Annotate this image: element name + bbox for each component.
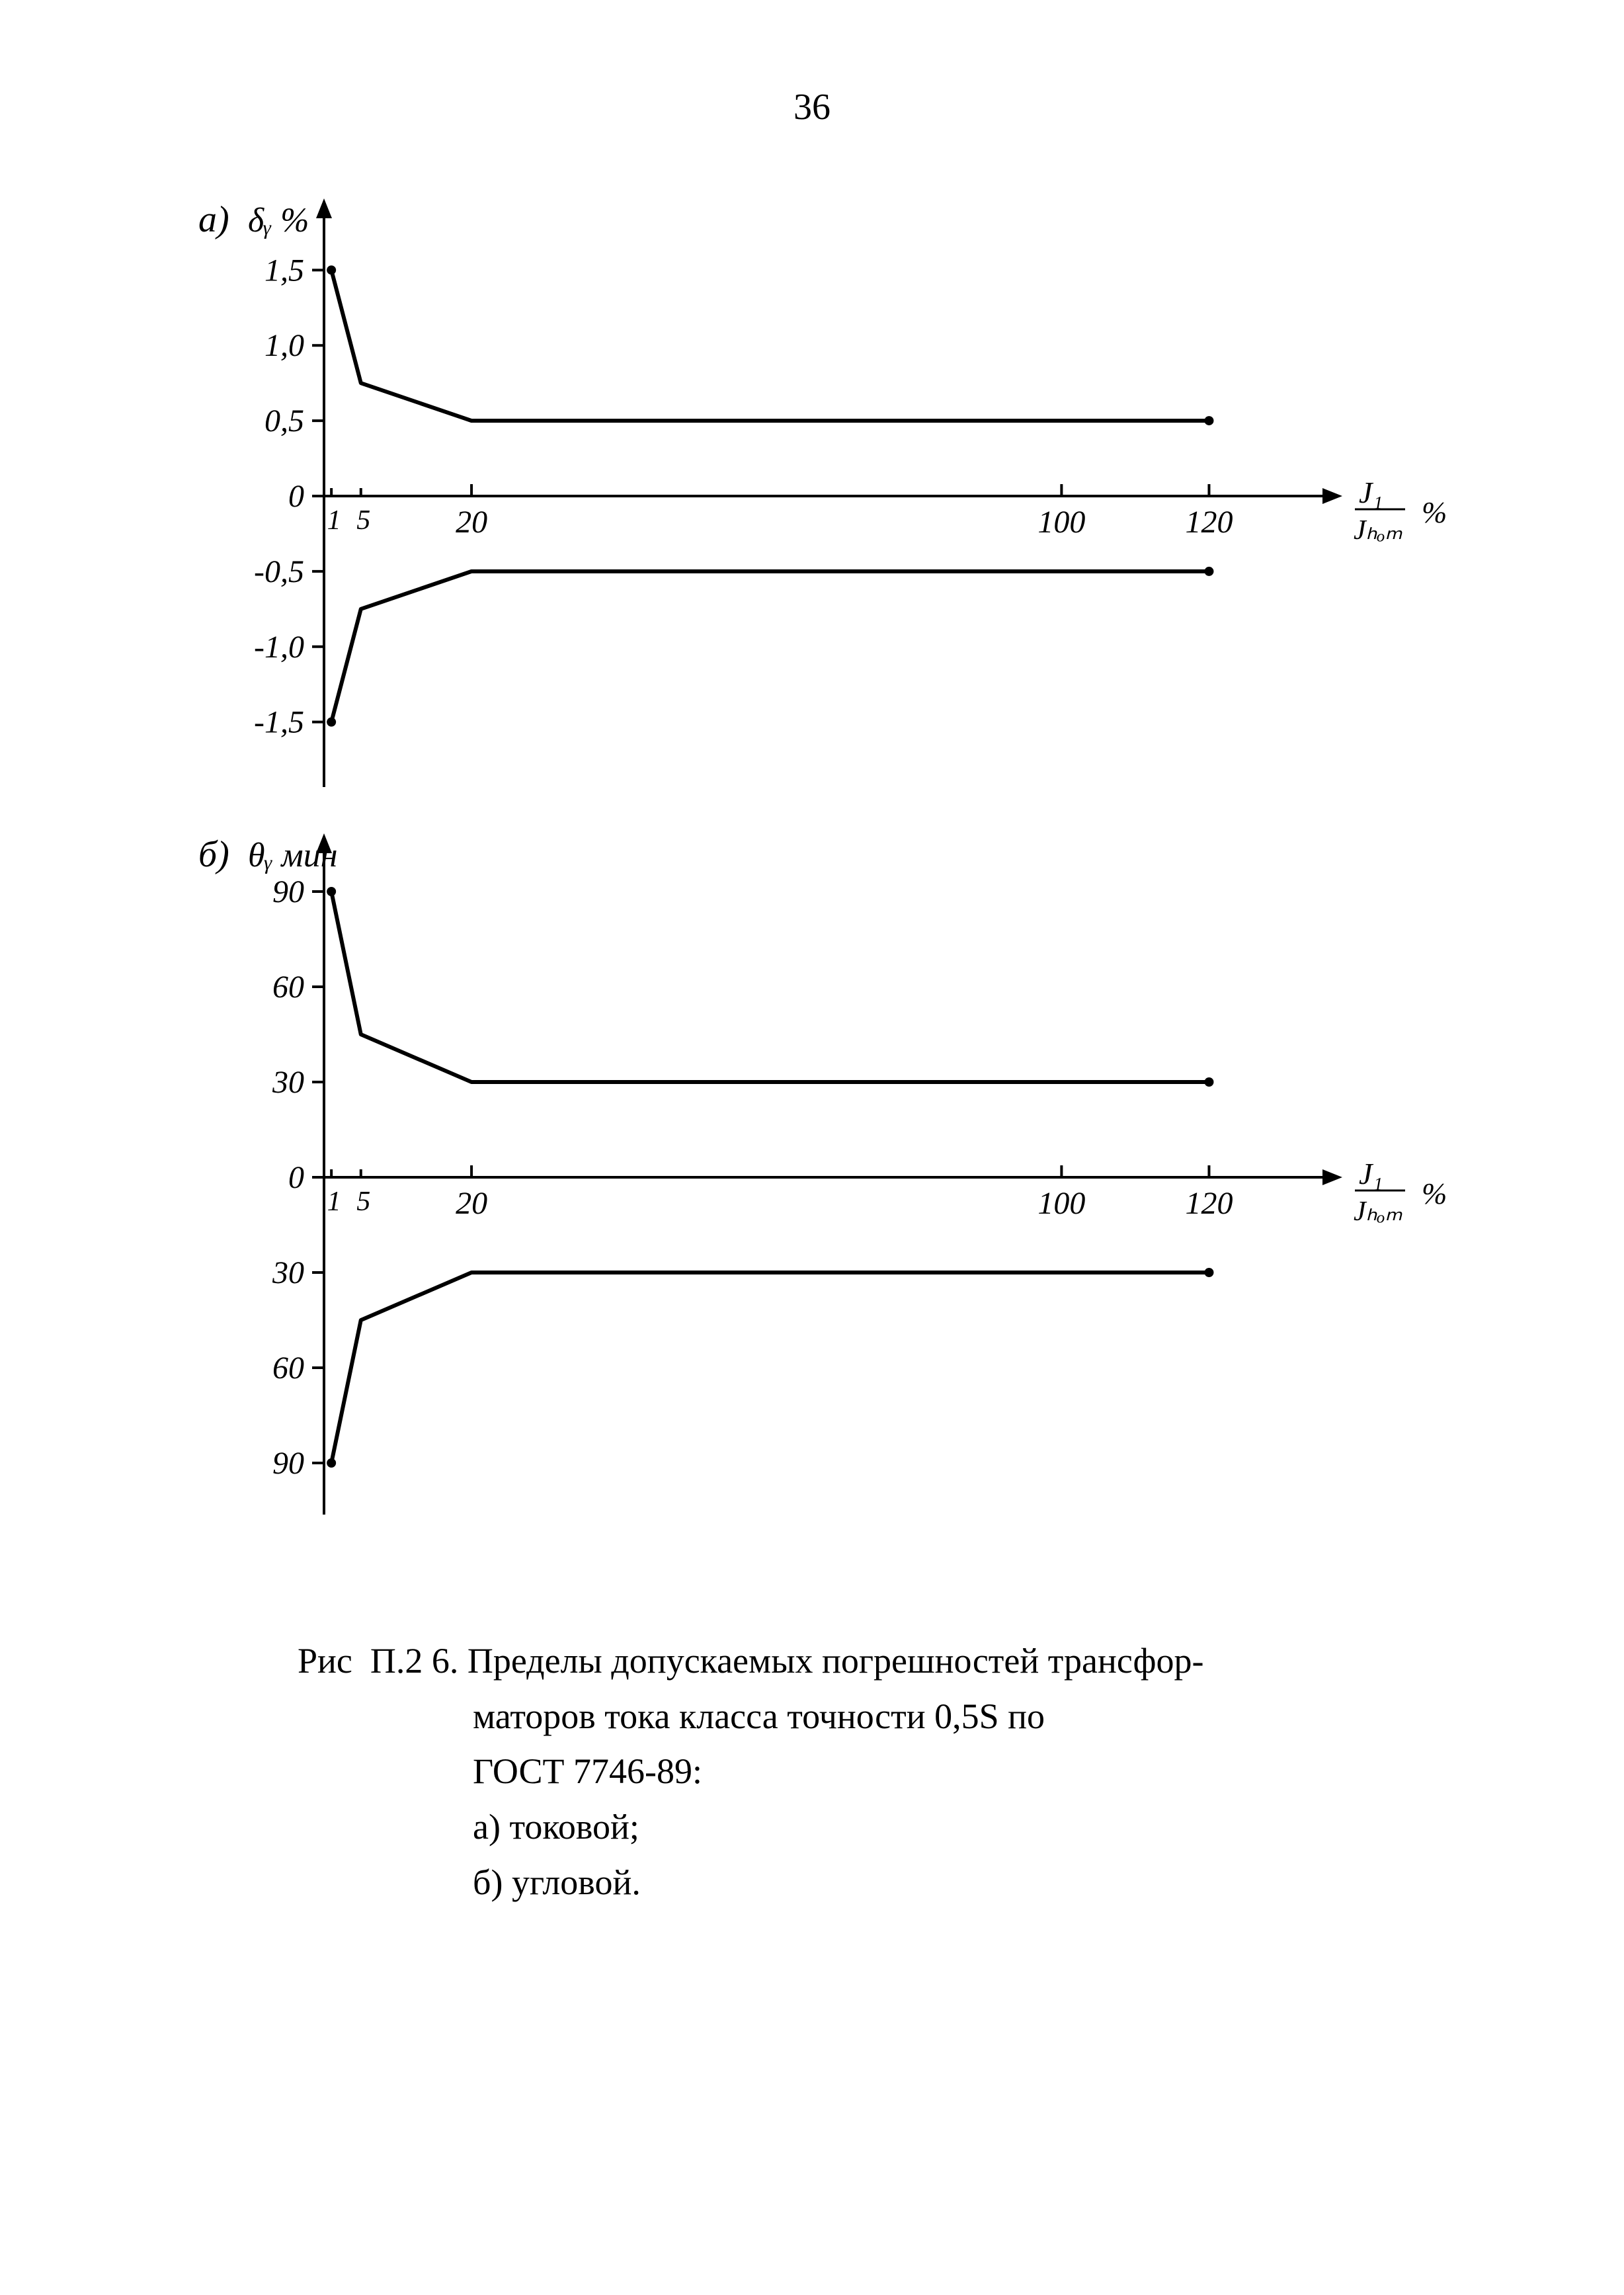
svg-text:-1,0: -1,0 xyxy=(254,630,304,665)
charts-svg: а)δᵧ %1,51,00,50-0,5-1,0-1,52010012015J₁… xyxy=(185,198,1428,1554)
svg-text:%: % xyxy=(1422,495,1447,529)
svg-text:90: 90 xyxy=(272,874,304,909)
charts-container: а)δᵧ %1,51,00,50-0,5-1,0-1,52010012015J₁… xyxy=(185,198,1428,1554)
svg-text:20: 20 xyxy=(456,1186,487,1221)
caption-line1: Пределы допускаемых погрешностей трансфо… xyxy=(467,1634,1356,1689)
page: 36 а)δᵧ %1,51,00,50-0,5-1,0-1,5201001201… xyxy=(0,0,1624,2295)
svg-text:J₁: J₁ xyxy=(1359,476,1383,509)
svg-text:120: 120 xyxy=(1185,505,1233,540)
svg-text:60: 60 xyxy=(272,970,304,1005)
svg-text:Jₕₒₘ: Jₕₒₘ xyxy=(1354,1196,1403,1227)
svg-text:1,0: 1,0 xyxy=(264,328,304,363)
svg-text:100: 100 xyxy=(1037,1186,1085,1221)
svg-text:5: 5 xyxy=(356,1187,370,1217)
svg-text:а): а) xyxy=(198,199,229,240)
caption-line2: маторов тока класса точности 0,5S по xyxy=(298,1689,1356,1745)
svg-text:90: 90 xyxy=(272,1446,304,1481)
svg-text:δᵧ %: δᵧ % xyxy=(248,202,309,239)
svg-text:20: 20 xyxy=(456,505,487,540)
svg-text:120: 120 xyxy=(1185,1186,1233,1221)
svg-text:J₁: J₁ xyxy=(1359,1157,1383,1190)
svg-text:1: 1 xyxy=(327,505,341,536)
caption-line3: ГОСТ 7746-89: xyxy=(298,1744,1356,1800)
svg-text:1: 1 xyxy=(327,1187,341,1217)
svg-text:30: 30 xyxy=(272,1065,304,1100)
page-number: 36 xyxy=(0,86,1624,128)
svg-text:%: % xyxy=(1422,1177,1447,1210)
caption-item-a: а) токовой; xyxy=(298,1800,1356,1855)
svg-text:0,5: 0,5 xyxy=(264,403,304,438)
svg-text:5: 5 xyxy=(356,505,370,536)
caption-item-b: б) угловой. xyxy=(298,1855,1356,1911)
svg-text:Jₕₒₘ: Jₕₒₘ xyxy=(1354,515,1403,546)
caption-prefix: Рис П.2 6. xyxy=(298,1634,467,1689)
svg-text:30: 30 xyxy=(272,1255,304,1290)
svg-text:-0,5: -0,5 xyxy=(254,554,304,589)
svg-text:1,5: 1,5 xyxy=(264,253,304,288)
svg-text:60: 60 xyxy=(272,1351,304,1386)
svg-text:100: 100 xyxy=(1037,505,1085,540)
svg-text:0: 0 xyxy=(288,1160,304,1195)
figure-caption: Рис П.2 6. Пределы допускаемых погрешнос… xyxy=(298,1634,1356,1910)
svg-text:0: 0 xyxy=(288,479,304,514)
svg-text:-1,5: -1,5 xyxy=(254,705,304,740)
svg-text:б): б) xyxy=(198,834,229,875)
